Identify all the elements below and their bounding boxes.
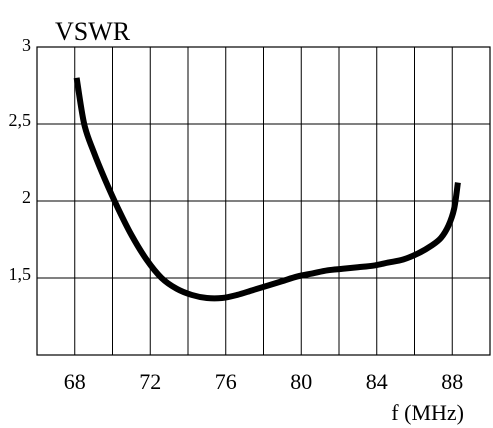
x-tick-label: 76 <box>215 369 237 394</box>
chart-title: VSWR <box>55 17 131 46</box>
series-layer <box>73 77 461 302</box>
x-tick-label: 72 <box>139 369 161 394</box>
x-tick-label: 80 <box>290 369 312 394</box>
y-tick-label: 1,5 <box>9 264 32 284</box>
x-tick-label: 84 <box>366 369 388 394</box>
x-axis-label: f (MHz) <box>391 400 464 425</box>
x-tick-label: 88 <box>441 369 463 394</box>
y-tick-label: 2,5 <box>9 110 32 130</box>
grid-layer <box>36 46 491 356</box>
y-tick-label: 2 <box>22 187 31 207</box>
vswr-series-line <box>73 77 461 302</box>
labels-layer: 3 2,5 2 1,5 68 72 76 80 84 88 <box>9 35 464 394</box>
y-tick-label: 3 <box>22 35 31 55</box>
x-tick-label: 68 <box>64 369 86 394</box>
